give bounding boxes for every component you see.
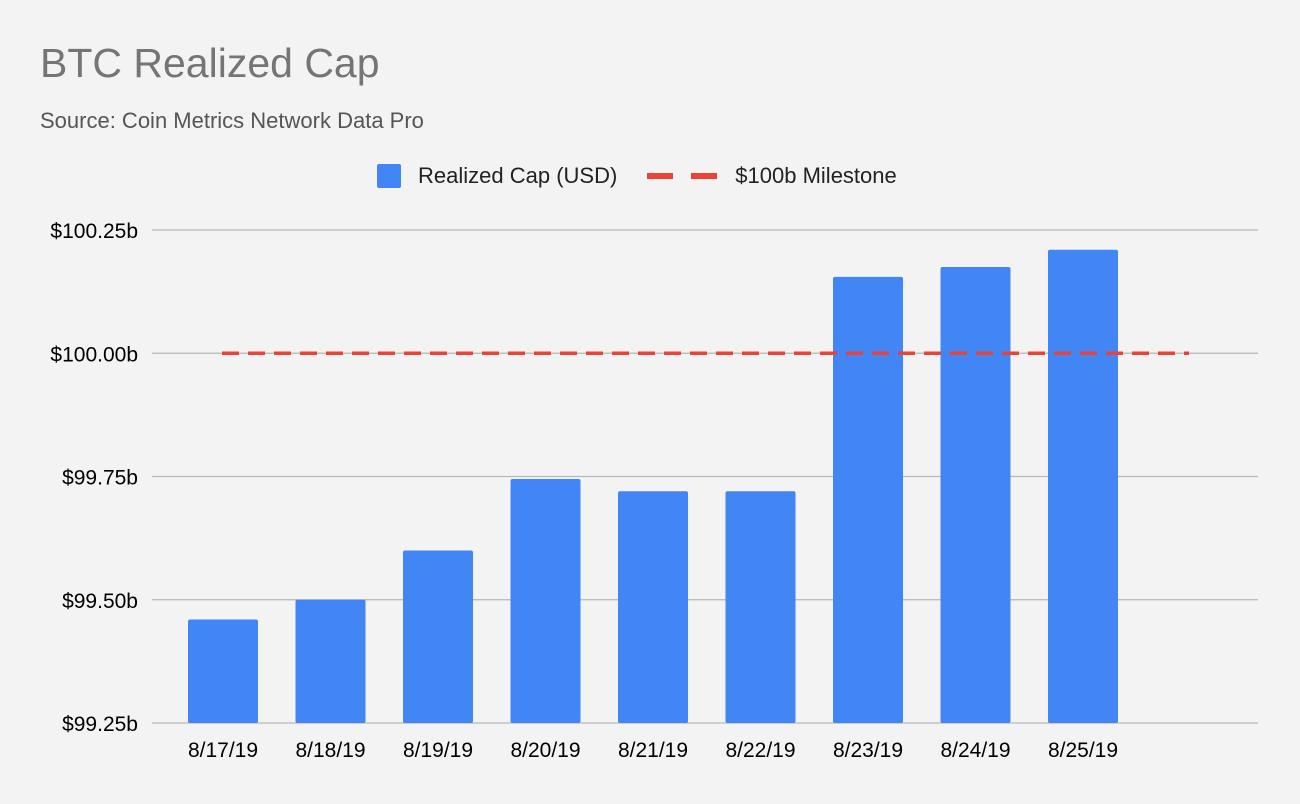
bar	[833, 276, 903, 723]
x-tick-label: 8/18/19	[295, 739, 365, 762]
legend: Realized Cap (USD) $100b Milestone	[377, 160, 897, 192]
x-tick-label: 8/25/19	[1048, 739, 1118, 762]
x-tick-label: 8/22/19	[725, 739, 795, 762]
bar	[188, 619, 258, 723]
bar	[510, 478, 581, 723]
legend-swatch-dashed-line	[647, 173, 718, 179]
bar	[1048, 249, 1118, 723]
legend-item-milestone[interactable]: $100b Milestone	[647, 163, 897, 189]
x-tick-label: 8/17/19	[188, 739, 258, 762]
y-tick-label: $100.00b	[50, 343, 138, 366]
x-tick-label: 8/24/19	[940, 739, 1010, 762]
x-tick-label: 8/23/19	[833, 739, 903, 762]
y-tick-label: $99.50b	[62, 590, 138, 613]
chart-subtitle: Source: Coin Metrics Network Data Pro	[40, 108, 424, 133]
chart-title: BTC Realized Cap	[40, 40, 380, 86]
x-tick-label: 8/20/19	[510, 739, 580, 762]
y-tick-label: $99.75b	[62, 467, 138, 490]
legend-item-realized-cap[interactable]: Realized Cap (USD)	[377, 163, 617, 189]
legend-swatch-bar	[377, 164, 401, 188]
y-tick-label: $100.25b	[50, 220, 138, 243]
bar	[295, 599, 366, 723]
bar	[403, 550, 473, 723]
legend-label-realized-cap: Realized Cap (USD)	[418, 163, 618, 188]
x-tick-label: 8/19/19	[403, 739, 473, 762]
y-tick-label: $99.25b	[62, 713, 138, 736]
bar	[940, 266, 1011, 723]
bar	[618, 491, 688, 723]
x-tick-label: 8/21/19	[618, 739, 688, 762]
legend-label-milestone: $100b Milestone	[735, 163, 897, 188]
bar	[725, 491, 796, 723]
